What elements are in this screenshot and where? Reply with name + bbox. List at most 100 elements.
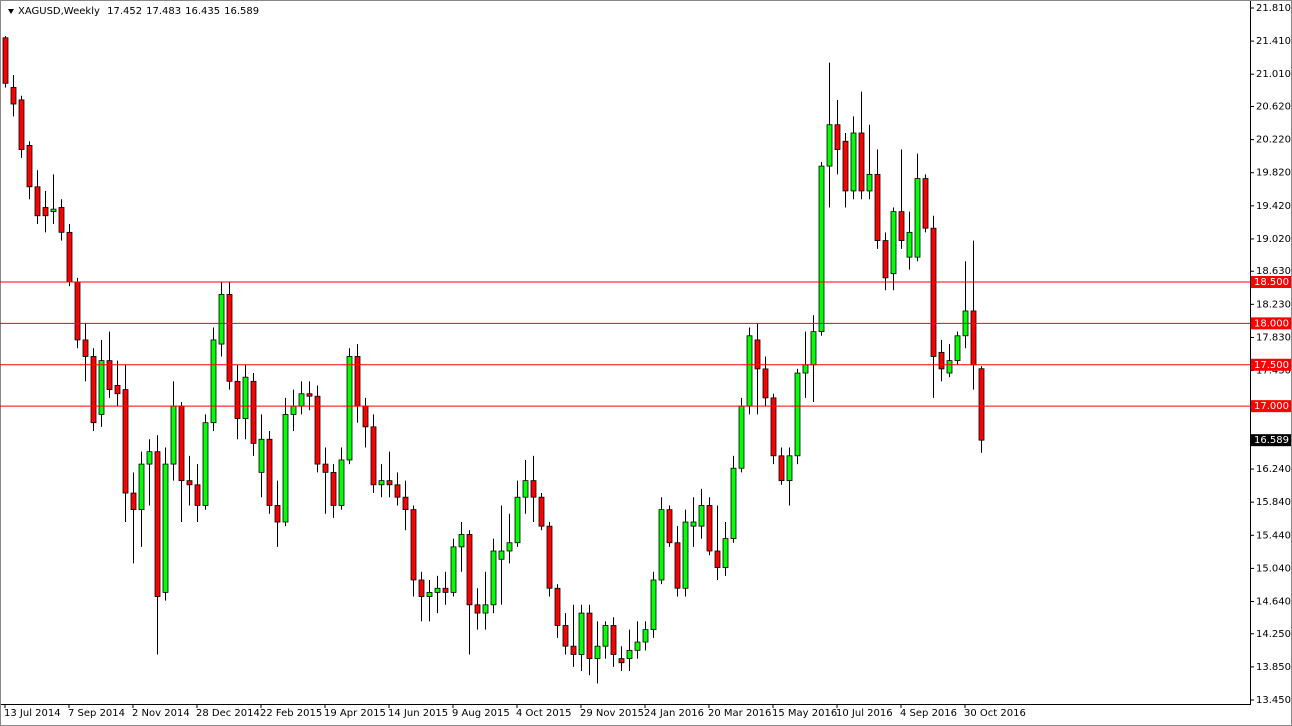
menu-arrow[interactable]: [8, 8, 14, 14]
candle-body: [258, 438, 265, 473]
candle-body: [826, 124, 833, 167]
x-tick-label: 19 Apr 2015: [324, 708, 386, 719]
level-label: 17.500: [1254, 360, 1289, 371]
candle-body: [170, 405, 177, 465]
candle-body: [34, 186, 41, 217]
level-label-box: [1251, 358, 1291, 371]
level-label-box: [1251, 275, 1291, 288]
candle-body: [186, 480, 193, 486]
x-tick-label: 14 Jun 2015: [388, 708, 448, 719]
candle-body: [842, 140, 849, 192]
y-tick-label: 19.820: [1256, 168, 1291, 179]
candle-body: [498, 550, 505, 560]
x-tick-label: 9 Aug 2015: [452, 708, 510, 719]
candle-body: [858, 132, 865, 192]
candle-body: [538, 496, 545, 527]
candle-body: [722, 538, 729, 568]
candle-body: [10, 87, 17, 105]
candle-body: [466, 534, 473, 606]
candle-body: [490, 550, 497, 606]
candle-body: [378, 480, 385, 486]
candle-body: [218, 294, 225, 345]
y-tick-label: 15.440: [1256, 530, 1291, 541]
candle-body: [578, 612, 585, 655]
candle-body: [450, 546, 457, 593]
y-tick-label: 20.220: [1256, 135, 1291, 146]
candle-body: [370, 426, 377, 486]
x-tick-label: 4 Sep 2016: [900, 708, 957, 719]
candle-body: [266, 438, 273, 506]
candle-body: [698, 505, 705, 527]
candle-body: [82, 339, 89, 357]
candle-body: [706, 505, 713, 552]
candle-body: [778, 455, 785, 482]
plot-border: [0, 0, 1251, 705]
candle-body: [434, 587, 441, 593]
candle-body: [618, 658, 625, 664]
x-tick-label: 20 Mar 2016: [708, 708, 771, 719]
y-tick-label: 18.630: [1256, 266, 1291, 277]
candle-body: [202, 422, 209, 506]
candle-body: [74, 281, 81, 341]
candle-body: [850, 132, 857, 192]
candle-body: [346, 356, 353, 461]
candle-body: [746, 335, 753, 407]
candle-body: [770, 397, 777, 457]
candle-body: [786, 455, 793, 482]
symbol-title: XAGUSD,Weekly: [18, 6, 100, 17]
header-open: 17.452: [107, 6, 143, 17]
x-tick-label: 30 Oct 2016: [964, 708, 1026, 719]
candle-body: [514, 496, 521, 544]
candle-body: [50, 208, 57, 213]
candle-body: [674, 542, 681, 589]
candle-body: [138, 463, 145, 511]
x-tick-label: 15 May 2016: [772, 708, 837, 719]
candle-body: [658, 509, 665, 581]
y-tick-label: 17.430: [1256, 366, 1291, 377]
candle-body: [906, 231, 913, 258]
candle-body: [882, 240, 889, 279]
candle-body: [874, 173, 881, 241]
level-label: 17.000: [1254, 401, 1289, 412]
y-tick-label: 19.420: [1256, 201, 1291, 212]
x-tick-label: 7 Sep 2014: [68, 708, 125, 719]
candle-body: [98, 360, 105, 415]
y-tick-label: 18.230: [1256, 299, 1291, 310]
candle-body: [402, 496, 409, 511]
candle-body: [794, 372, 801, 457]
candle-body: [90, 356, 97, 424]
candle-body: [426, 591, 433, 597]
y-tick-label: 21.810: [1256, 3, 1291, 14]
candle-body: [602, 625, 609, 647]
candle-body: [106, 360, 113, 390]
header-low: 16.435: [185, 6, 221, 17]
candle-body: [42, 207, 49, 217]
candle-body: [282, 414, 289, 523]
candle-body: [114, 385, 121, 395]
candle-body: [922, 178, 929, 229]
candle-body: [194, 484, 201, 506]
y-tick-label: 14.640: [1256, 596, 1291, 607]
x-tick-label: 10 Jul 2016: [836, 708, 893, 719]
header-high: 17.483: [146, 6, 182, 17]
candle-body: [738, 405, 745, 469]
header-close: 16.589: [224, 6, 260, 17]
candle-body: [314, 395, 321, 465]
candle-body: [26, 145, 33, 188]
candle-body: [890, 211, 897, 275]
candle-body: [410, 509, 417, 581]
candle-body: [354, 356, 361, 407]
candle-body: [178, 405, 185, 482]
y-tick-label: 21.010: [1256, 69, 1291, 80]
candle-body: [690, 521, 697, 527]
candle-body: [66, 231, 73, 283]
candle-body: [554, 587, 561, 626]
candle-body: [130, 492, 137, 511]
y-tick-label: 16.240: [1256, 464, 1291, 475]
x-tick-label: 22 Feb 2015: [260, 708, 322, 719]
candle-body: [474, 604, 481, 614]
level-label: 18.500: [1254, 277, 1289, 288]
candle-body: [58, 207, 65, 233]
candle-body: [594, 645, 601, 660]
y-tick-label: 21.410: [1256, 36, 1291, 47]
